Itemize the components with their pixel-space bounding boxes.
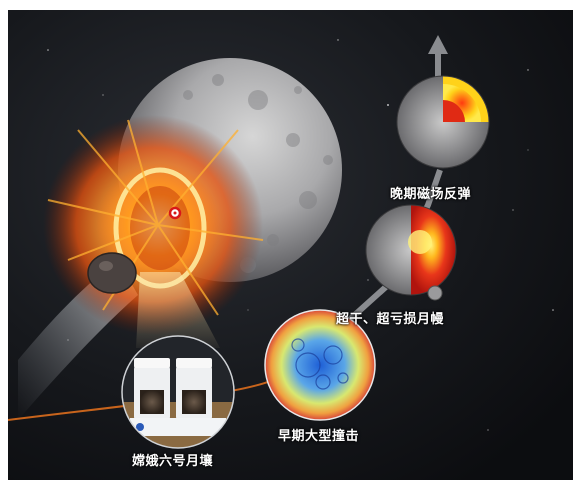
- impactor-asteroid: [87, 252, 137, 294]
- caption-soil-sample: 嫦娥六号月壤: [132, 454, 214, 469]
- caption-early-impact: 早期大型撞击: [278, 429, 360, 444]
- cutaway-moon-mantle: [365, 204, 457, 301]
- caption-mantle-loss: 超干、超亏损月幔: [336, 312, 445, 327]
- small-moon-icon: [427, 285, 443, 301]
- up-arrow-icon: [428, 35, 448, 54]
- illustration: [8, 10, 573, 480]
- cutaway-moon-magnetic: [396, 75, 490, 169]
- sample-beam: [136, 272, 220, 348]
- farside-topography-map: [264, 309, 376, 421]
- caption-late-magnetic: 晚期磁场反弹: [390, 187, 472, 202]
